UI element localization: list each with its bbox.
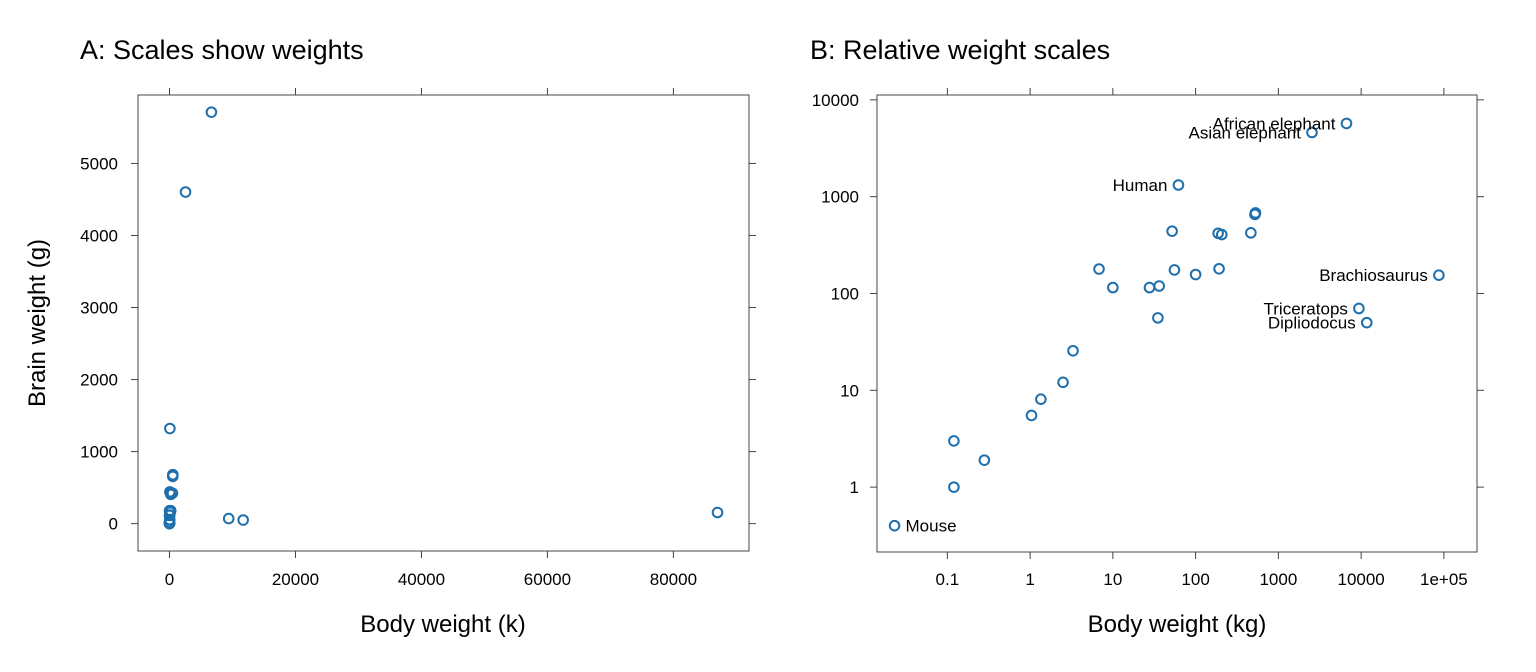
data-point (1172, 179, 1185, 191)
y-tick-label: 2000 (80, 371, 118, 390)
x-tick-label: 100 (1181, 570, 1209, 589)
x-tick-label: 40000 (398, 570, 445, 589)
x-tick-label: 60000 (524, 570, 571, 589)
data-point (237, 514, 249, 526)
panel-a-frame (137, 94, 750, 552)
data-point (166, 470, 179, 483)
data-point (1143, 281, 1156, 294)
y-tick-label: 1000 (80, 443, 118, 462)
data-point (1166, 225, 1178, 237)
data-point (1093, 263, 1105, 275)
point-label: Triceratops (1264, 299, 1348, 318)
data-point (1213, 262, 1225, 275)
y-tick-label: 10000 (812, 91, 859, 110)
panel-a-title: A: Scales show weights (80, 35, 364, 65)
x-tick-label: 0.1 (936, 570, 960, 589)
data-point (1067, 344, 1079, 357)
data-point (222, 512, 235, 525)
point-label: Mouse (906, 517, 957, 536)
data-point (948, 481, 960, 493)
point-label: African elephant (1213, 114, 1336, 133)
data-point (164, 486, 176, 498)
point-label: Asian elephant (1188, 123, 1301, 142)
data-point (1306, 126, 1318, 139)
x-tick-label: 1 (1025, 570, 1034, 589)
data-point (1107, 281, 1119, 294)
data-point (163, 509, 176, 522)
data-point (1212, 227, 1224, 240)
data-point (1035, 393, 1047, 405)
panel-a-y-ticks: 0 1000 2000 3000 4000 5000 (80, 154, 756, 534)
data-point (888, 519, 901, 532)
point-label: Human (1113, 176, 1168, 195)
data-point (1153, 280, 1165, 292)
data-point (1025, 409, 1038, 422)
data-point (164, 422, 176, 435)
y-tick-label: 3000 (80, 299, 118, 318)
panel-b-title: B: Relative weight scales (810, 35, 1110, 65)
x-tick-label: 20000 (272, 570, 319, 589)
data-point (1057, 376, 1069, 389)
x-tick-label: 10 (1103, 570, 1122, 589)
data-point (179, 186, 192, 198)
data-point (978, 454, 991, 466)
y-tick-label: 5000 (80, 154, 118, 173)
panel-b-y-ticks: 1 10 100 1000 10000 (812, 91, 1484, 497)
data-point (1433, 269, 1445, 281)
y-tick-label: 0 (109, 515, 118, 534)
data-point (1249, 208, 1261, 221)
y-tick-label: 100 (831, 284, 859, 303)
panel-a-x-axis-label: Body weight (k) (360, 611, 525, 638)
data-point (1353, 302, 1365, 315)
y-tick-label: 1 (850, 478, 859, 497)
data-point (1340, 117, 1353, 130)
data-point (1189, 268, 1202, 281)
x-tick-label: 1000 (1259, 570, 1297, 589)
data-point (1360, 316, 1373, 329)
panel-a: A: Scales show weights 0 20000 40000 60000 8… (24, 35, 756, 638)
x-tick-label: 0 (165, 570, 174, 589)
panel-b-points (888, 117, 1445, 532)
panel-b-x-ticks: 0.1 1 10 100 1000 10000 1e+05 (936, 88, 1468, 589)
point-label: Brachiosaurus (1319, 266, 1428, 285)
panel-b-x-axis-label: Body weight (kg) (1088, 611, 1267, 638)
x-tick-label: 1e+05 (1420, 570, 1468, 589)
y-tick-label: 10 (840, 381, 859, 400)
data-point (711, 506, 724, 519)
y-tick-label: 4000 (80, 226, 118, 245)
data-point (205, 106, 218, 118)
panel-a-points (163, 106, 724, 530)
y-tick-label: 1000 (821, 188, 859, 207)
data-point (1168, 264, 1181, 276)
panel-b: B: Relative weight scales 0.1 1 10 100 1000 1… (810, 35, 1484, 638)
panel-a-y-axis-label: Brain weight (g) (24, 239, 51, 407)
data-point (163, 517, 176, 530)
x-tick-label: 10000 (1337, 570, 1384, 589)
data-point (1245, 227, 1257, 239)
panel-a-x-ticks: 0 20000 40000 60000 80000 (165, 88, 697, 589)
point-label: Dipliodocus (1268, 314, 1356, 333)
data-point (1152, 312, 1164, 324)
panel-b-frame (876, 94, 1478, 553)
data-point (948, 435, 960, 447)
x-tick-label: 80000 (650, 570, 697, 589)
